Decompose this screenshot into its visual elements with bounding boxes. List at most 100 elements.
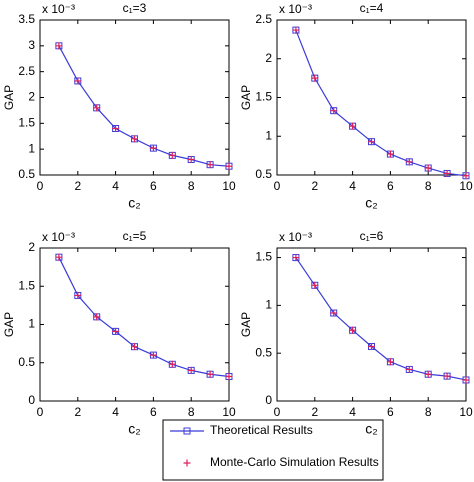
y-tick-label: 1.5 [18,116,35,130]
y-multiplier: x 10⁻³ [279,230,312,244]
x-axis-label: c₂ [128,195,140,211]
marker-plus [187,156,195,163]
marker-plus [74,77,82,85]
marker-plus [311,74,319,82]
x-tick-label: 0 [274,179,281,193]
y-axis-label: GAP [2,312,16,337]
y-tick-label: 1 [28,317,35,331]
series-line [58,256,230,378]
y-tick-label: 2 [28,90,35,104]
marker-plus [424,370,432,378]
y-axis-label: GAP [2,85,16,110]
y-tick-label: 1.5 [255,250,272,264]
y-tick-label: 1 [28,141,35,155]
y-tick-label: 0.5 [18,167,35,181]
marker-plus [131,343,138,351]
y-tick-label: 1.5 [18,278,35,292]
marker-plus [349,122,357,130]
x-tick-label: 4 [349,179,356,193]
marker-plus [112,327,120,335]
legend-box [162,419,384,481]
x-tick-label: 6 [150,405,157,419]
y-tick-label: 3.5 [18,12,35,26]
marker-plus [349,326,357,334]
x-tick-label: 2 [311,405,318,419]
y-tick-label: 0.5 [255,345,272,359]
marker-plus [330,107,338,115]
chart-title: c₁=5 [123,229,147,243]
x-tick-label: 8 [188,405,195,419]
marker-plus [330,309,338,317]
y-axis-label: GAP [239,85,253,110]
x-tick-label: 8 [425,179,432,193]
marker-plus [55,42,63,50]
x-tick-label: 4 [112,179,119,193]
y-axis-label: GAP [239,312,253,337]
y-tick-label: 2.5 [18,64,35,78]
marker-plus [424,164,432,172]
marker-plus [225,373,233,381]
x-tick-label: 2 [74,405,81,419]
y-tick-label: 2 [28,240,35,254]
marker-plus [131,135,138,143]
marker-plus [93,313,101,321]
y-tick-label: 2 [265,51,272,65]
x-axis-label: c₂ [365,421,377,437]
marker-plus [93,104,101,112]
y-multiplier: x 10⁻³ [279,2,312,16]
x-axis-label: c₂ [128,421,140,437]
x-tick-label: 2 [311,179,318,193]
y-tick-label: 0 [28,393,35,407]
x-tick-label: 0 [37,179,44,193]
y-tick-label: 3 [28,38,35,52]
x-tick-label: 4 [112,405,119,419]
marker-plus [368,138,375,146]
x-tick-label: 10 [459,179,473,193]
x-tick-label: 6 [150,179,157,193]
marker-plus [405,158,413,166]
marker-plus [311,281,319,289]
x-tick-label: 0 [274,405,281,419]
y-tick-label: 1.5 [255,90,272,104]
marker-plus [443,372,451,380]
x-tick-label: 2 [74,179,81,193]
marker-plus [206,370,214,378]
y-tick-label: 2.5 [255,12,272,26]
legend-label: Monte-Carlo Simulation Results [210,455,379,469]
marker-plus [187,366,195,374]
marker-plus [225,162,233,170]
x-tick-label: 8 [188,179,195,193]
chart-title: c₁=4 [360,1,384,15]
marker-plus [462,172,470,180]
y-multiplier: x 10⁻³ [42,2,75,16]
x-axis-label: c₂ [365,195,377,211]
legend-marker [183,459,191,467]
chart-title: c₁=6 [360,229,384,243]
marker-plus [112,125,120,132]
marker-plus [149,351,157,359]
marker-plus [405,365,413,373]
x-tick-label: 10 [222,405,236,419]
series-line [295,257,467,381]
marker-plus [168,360,176,368]
y-multiplier: x 10⁻³ [42,230,75,244]
marker-plus [55,253,63,261]
marker-plus [368,342,375,350]
marker-plus [443,169,451,177]
marker-plus [386,150,394,158]
marker-plus [74,291,82,299]
plot-area [276,247,467,402]
x-tick-label: 0 [37,405,44,419]
x-tick-label: 8 [425,405,432,419]
series-line [58,45,230,167]
y-tick-label: 1 [265,128,272,142]
x-tick-label: 10 [459,405,473,419]
y-tick-label: 0.5 [255,167,272,181]
marker-plus [386,358,394,366]
marker-plus [206,161,214,169]
legend-marker [183,427,191,435]
marker-plus [149,144,157,152]
plot-area [276,19,467,176]
marker-plus [168,151,176,159]
